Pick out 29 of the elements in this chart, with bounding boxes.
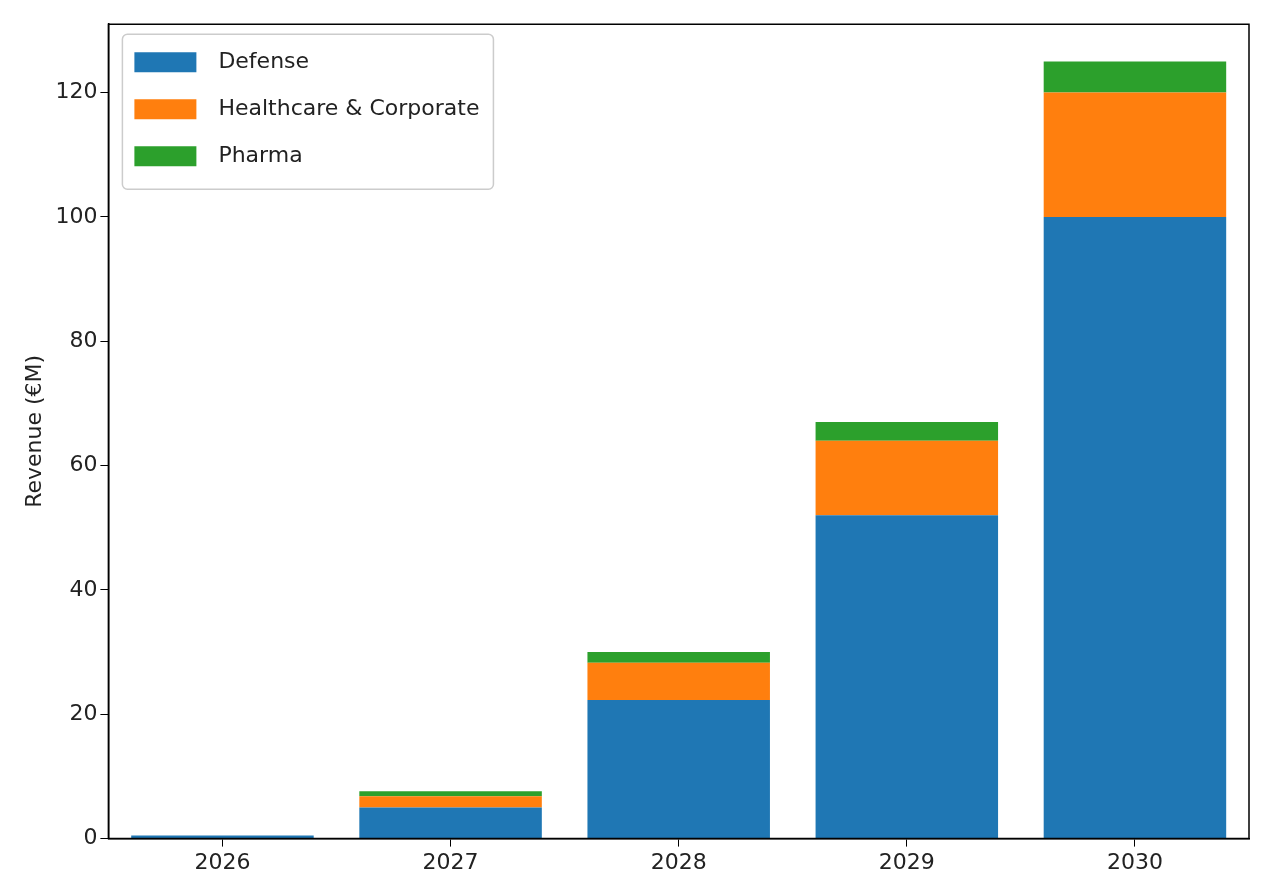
y-tick-label: 0 [83, 824, 98, 850]
bar [815, 515, 999, 839]
x-tick-label: 2030 [1106, 848, 1163, 874]
y-tick-label: 40 [69, 575, 98, 601]
y-tick-label: 60 [69, 451, 98, 477]
bar [359, 796, 542, 808]
bar [815, 440, 999, 516]
bar [131, 835, 314, 839]
y-tick-label: 100 [55, 202, 98, 228]
x-tick-label: 2028 [650, 848, 707, 874]
y-axis-title: Revenue (€M) [20, 354, 46, 508]
x-tick-label: 2027 [422, 848, 479, 874]
legend-label: Pharma [218, 141, 303, 167]
bar [587, 652, 770, 663]
bar [587, 699, 770, 839]
bar [815, 422, 999, 441]
x-tick-label: 2026 [194, 848, 251, 874]
x-tick-label: 2029 [878, 848, 935, 874]
bar [1043, 61, 1227, 93]
y-tick-label: 80 [69, 326, 98, 352]
bar [1043, 216, 1227, 839]
bar [359, 807, 542, 839]
legend-label: Healthcare & Corporate [218, 94, 480, 120]
y-tick-label: 20 [69, 699, 98, 725]
bar [587, 662, 770, 700]
bar [1043, 92, 1227, 217]
legend-label: Defense [218, 47, 310, 73]
bar [359, 791, 542, 797]
y-tick-label: 120 [55, 78, 98, 104]
